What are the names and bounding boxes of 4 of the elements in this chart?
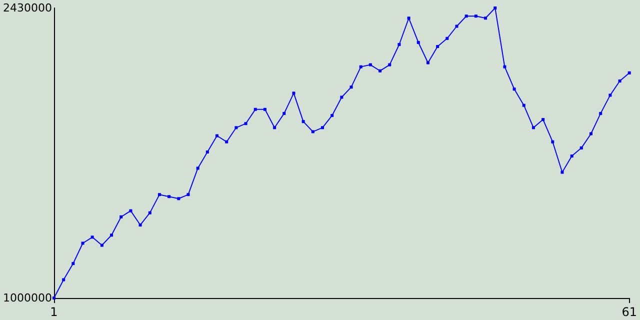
y-tick-label: 1000000: [2, 292, 52, 304]
x-tick-label: 61: [622, 305, 638, 319]
y-tick-label: 2430000: [2, 2, 52, 14]
x-tick-label: 1: [50, 305, 58, 319]
